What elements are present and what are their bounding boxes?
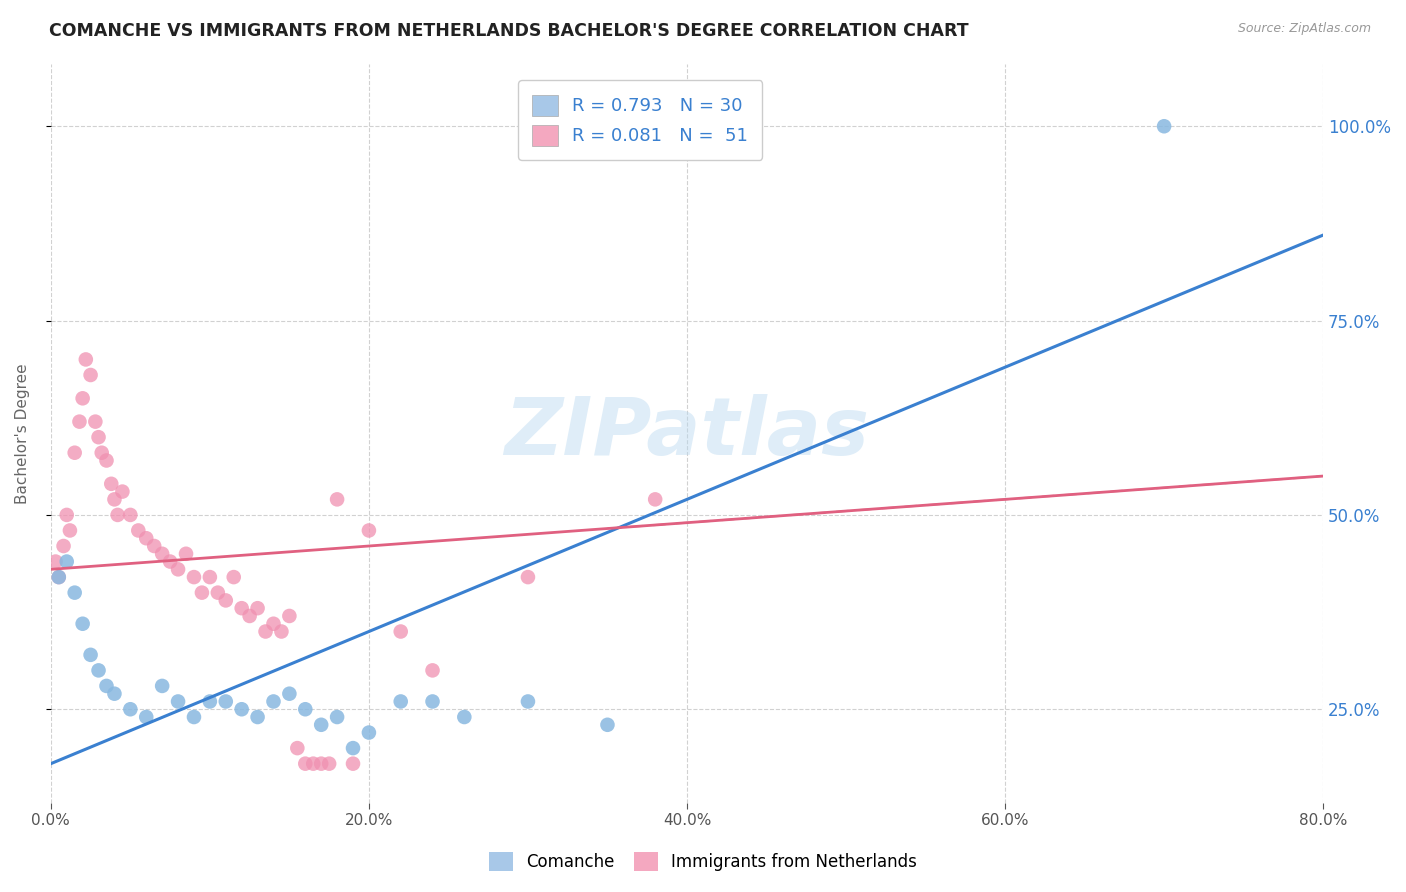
Point — [135, 531, 157, 545]
Point — [644, 492, 666, 507]
Point — [389, 624, 412, 639]
Point — [72, 392, 94, 406]
Y-axis label: Bachelor's Degree: Bachelor's Degree — [15, 363, 30, 504]
Point — [120, 508, 142, 522]
Point — [270, 624, 292, 639]
Point — [342, 756, 364, 771]
Point — [63, 446, 86, 460]
Point — [150, 547, 173, 561]
Point — [135, 710, 157, 724]
Point — [309, 756, 332, 771]
Point — [143, 539, 166, 553]
Point — [263, 616, 285, 631]
Point — [87, 664, 110, 678]
Point — [48, 570, 70, 584]
Point — [422, 694, 444, 708]
Point — [198, 570, 221, 584]
Point — [183, 710, 205, 724]
Point — [285, 741, 308, 756]
Point — [207, 585, 229, 599]
Point — [127, 524, 149, 538]
Point — [389, 694, 412, 708]
Point — [150, 679, 173, 693]
Point — [87, 430, 110, 444]
Point — [357, 524, 380, 538]
Point — [246, 601, 269, 615]
Point — [309, 718, 332, 732]
Point — [72, 616, 94, 631]
Point — [69, 415, 91, 429]
Point — [103, 687, 125, 701]
Point — [55, 555, 77, 569]
Point — [326, 710, 349, 724]
Point — [302, 756, 325, 771]
Point — [96, 679, 118, 693]
Point — [111, 484, 134, 499]
Point — [191, 585, 214, 599]
Point — [100, 476, 122, 491]
Point — [103, 492, 125, 507]
Point — [422, 664, 444, 678]
Point — [55, 508, 77, 522]
Point — [318, 756, 340, 771]
Point — [167, 562, 190, 576]
Point — [326, 492, 349, 507]
Point — [1153, 120, 1175, 134]
Point — [79, 368, 101, 382]
Point — [198, 694, 221, 708]
Point — [516, 694, 538, 708]
Point — [342, 741, 364, 756]
Point — [278, 687, 301, 701]
Point — [174, 547, 197, 561]
Point — [294, 756, 316, 771]
Point — [52, 539, 75, 553]
Point — [45, 555, 67, 569]
Legend: R = 0.793   N = 30, R = 0.081   N =  51: R = 0.793 N = 30, R = 0.081 N = 51 — [517, 80, 762, 160]
Point — [231, 702, 253, 716]
Text: ZIPatlas: ZIPatlas — [505, 394, 869, 472]
Point — [263, 694, 285, 708]
Point — [357, 725, 380, 739]
Point — [90, 446, 112, 460]
Point — [159, 555, 181, 569]
Point — [96, 453, 118, 467]
Text: COMANCHE VS IMMIGRANTS FROM NETHERLANDS BACHELOR'S DEGREE CORRELATION CHART: COMANCHE VS IMMIGRANTS FROM NETHERLANDS … — [49, 22, 969, 40]
Point — [453, 710, 475, 724]
Point — [596, 718, 619, 732]
Point — [222, 570, 245, 584]
Point — [278, 609, 301, 624]
Point — [59, 524, 82, 538]
Point — [183, 570, 205, 584]
Point — [48, 570, 70, 584]
Point — [294, 702, 316, 716]
Point — [107, 508, 129, 522]
Point — [239, 609, 262, 624]
Point — [231, 601, 253, 615]
Point — [215, 694, 238, 708]
Legend: Comanche, Immigrants from Netherlands: Comanche, Immigrants from Netherlands — [481, 843, 925, 880]
Text: Source: ZipAtlas.com: Source: ZipAtlas.com — [1237, 22, 1371, 36]
Point — [79, 648, 101, 662]
Point — [254, 624, 277, 639]
Point — [63, 585, 86, 599]
Point — [84, 415, 107, 429]
Point — [75, 352, 97, 367]
Point — [516, 570, 538, 584]
Point — [120, 702, 142, 716]
Point — [215, 593, 238, 607]
Point — [167, 694, 190, 708]
Point — [246, 710, 269, 724]
